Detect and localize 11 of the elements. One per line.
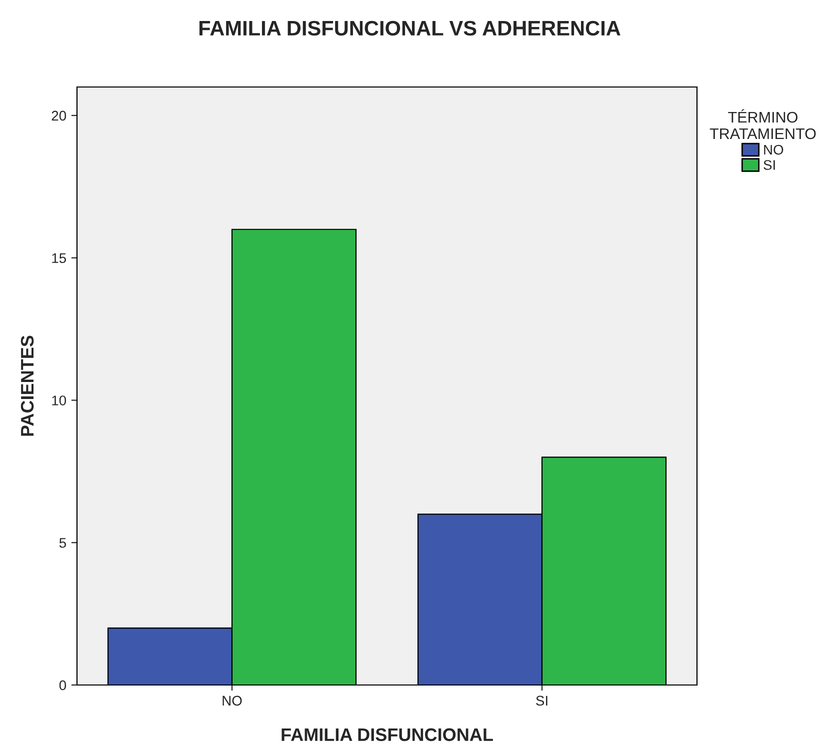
chart-title: FAMILIA DISFUNCIONAL VS ADHERENCIA (199, 20, 620, 36)
y-tick-label: 0 (59, 680, 66, 690)
y-tick-label: 20 (52, 110, 66, 121)
legend-label: SI (764, 160, 775, 170)
y-tick-label: 10 (52, 396, 66, 406)
y-tick-label: 5 (59, 538, 66, 548)
legend-label: NO (764, 144, 784, 155)
y-axis-title: PACIENTES (20, 336, 34, 436)
legend-title: TÉRMINO TRATAMIENTO (710, 109, 816, 140)
x-axis-title: FAMILIA DISFUNCIONAL (282, 728, 493, 742)
y-tick-label: 15 (52, 253, 66, 264)
